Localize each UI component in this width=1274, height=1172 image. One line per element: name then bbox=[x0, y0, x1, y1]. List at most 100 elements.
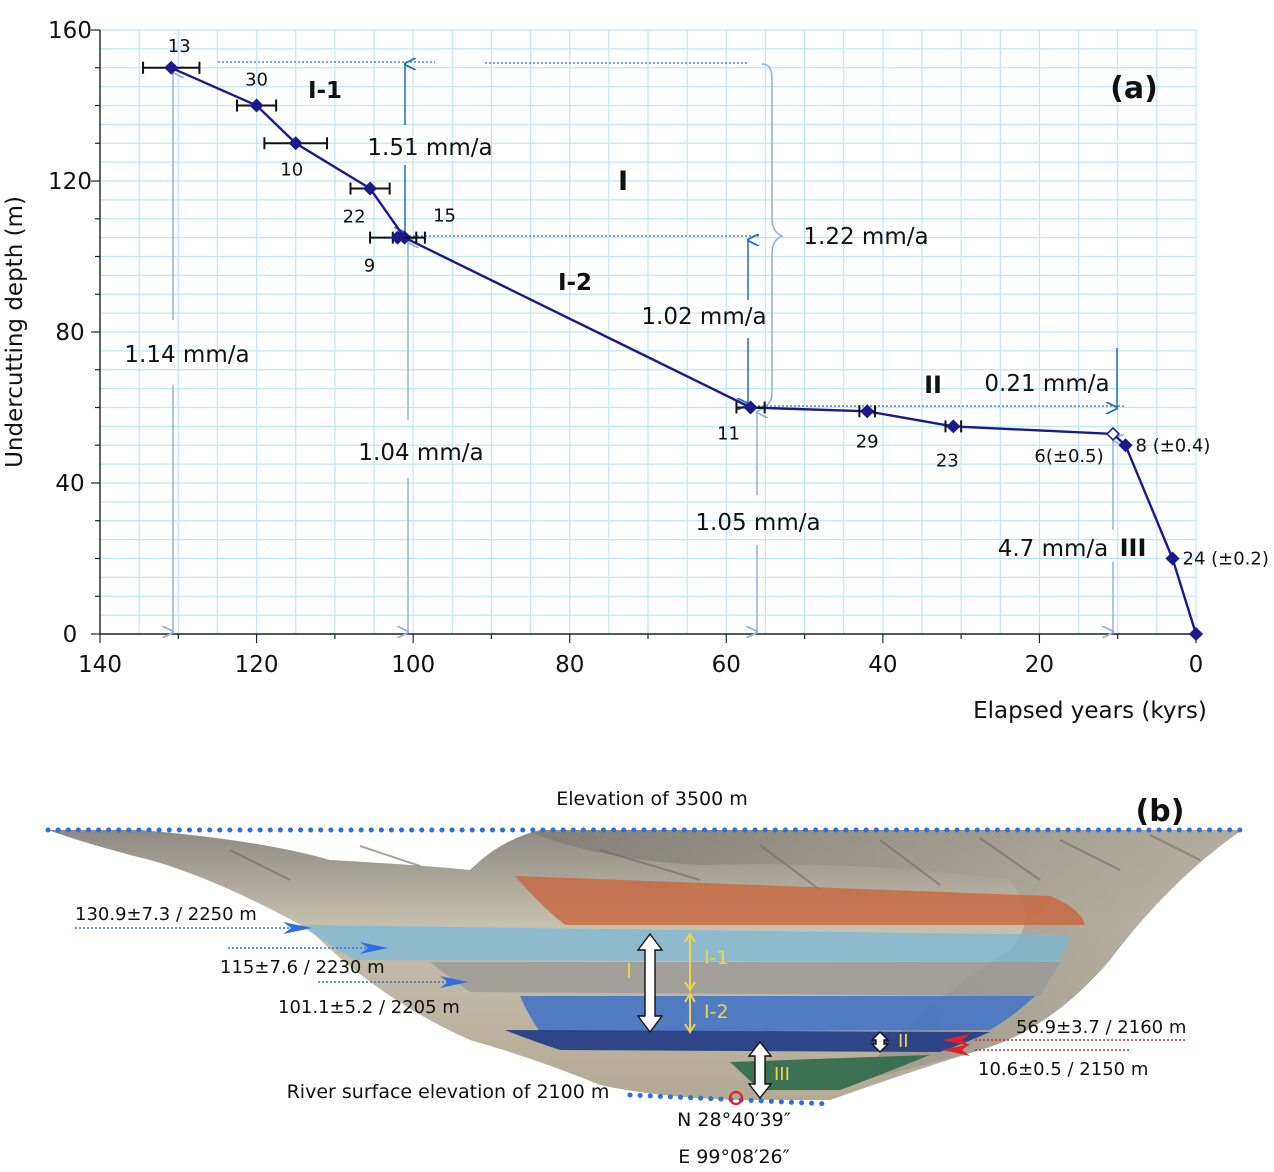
x-tick-label: 120 bbox=[235, 652, 279, 678]
layer-grey bbox=[430, 962, 1060, 996]
axis-tick-labels: 140 120 100 80 60 40 20 0 0 40 80 120 160 bbox=[48, 18, 1203, 678]
panel-a-chart: 140 120 100 80 60 40 20 0 0 40 80 120 160 Undercutti… bbox=[2, 18, 1269, 724]
data-label: 29 bbox=[856, 431, 879, 452]
panel-a-label: (a) bbox=[1110, 71, 1158, 106]
data-label: 23 bbox=[936, 450, 959, 471]
terrain-ridges bbox=[229, 834, 1201, 891]
dotted-guides bbox=[218, 61, 1125, 407]
terrace-label-106: 10.6±0.5 / 2150 m bbox=[978, 1059, 1148, 1080]
data-point bbox=[1118, 438, 1133, 453]
rate-label-021: 0.21 mm/a bbox=[984, 371, 1109, 397]
panel-b-cross-section: (b) Elevation of 3500 m 130.9±7.3 / 2250… bbox=[45, 788, 1245, 1168]
y-tick-label: 160 bbox=[48, 18, 92, 44]
data-point bbox=[1105, 426, 1121, 441]
valley-right-slope bbox=[530, 830, 1242, 1080]
data-label: 30 bbox=[245, 70, 268, 91]
data-point bbox=[860, 404, 875, 419]
arrowhead-terrace-106 bbox=[942, 1044, 970, 1056]
data-label: 6(±0.5) bbox=[1034, 446, 1103, 467]
rate-label-105: 1.05 mm/a bbox=[695, 510, 820, 536]
axis-ticks bbox=[91, 29, 1197, 643]
x-tick-label: 140 bbox=[78, 652, 122, 678]
arrowhead-terrace-115 bbox=[360, 942, 388, 954]
series-line bbox=[170, 66, 1198, 635]
double-arrow-stage-ii bbox=[870, 1031, 890, 1053]
data-label: 15 bbox=[433, 206, 456, 227]
left-terrace-arrows bbox=[75, 922, 468, 988]
stage-label-iii: III bbox=[1120, 534, 1147, 562]
y-axis-title: Undercutting depth (m) bbox=[2, 196, 28, 468]
stage-label-ii: II bbox=[924, 371, 942, 399]
x-tick-label: 40 bbox=[868, 652, 897, 678]
stage-label-i: I bbox=[618, 166, 628, 197]
terrace-label-569: 56.9±3.7 / 2160 m bbox=[1016, 1017, 1186, 1038]
yellow-arrow-i-2-bottom bbox=[684, 1023, 696, 1034]
yellow-arrow-i-1-bottom bbox=[684, 981, 696, 992]
data-label: 11 bbox=[717, 424, 740, 445]
depth-arrows-dark bbox=[405, 64, 1117, 408]
x-tick-label: 60 bbox=[712, 652, 741, 678]
section-stage-i-2: I-2 bbox=[704, 1001, 729, 1023]
data-point bbox=[1165, 551, 1180, 566]
yellow-substage-arrows bbox=[684, 932, 696, 1034]
double-arrow-stage-iii bbox=[747, 1040, 773, 1100]
x-tick-label: 0 bbox=[1189, 652, 1204, 678]
double-arrow-stage-i bbox=[636, 932, 664, 1034]
data-label: 9 bbox=[364, 256, 375, 277]
data-label: 8 (±0.4) bbox=[1136, 435, 1211, 456]
yellow-arrow-i-2-top bbox=[684, 992, 696, 1003]
sample-location-marker bbox=[728, 1090, 744, 1106]
panel-b-label: (b) bbox=[1136, 794, 1185, 829]
chart-grid bbox=[99, 29, 1197, 635]
stage-label-i-1: I-1 bbox=[308, 78, 342, 104]
section-stage-ii: II bbox=[898, 1031, 909, 1052]
layer-orange bbox=[515, 876, 1085, 925]
x-tick-label: 100 bbox=[391, 652, 435, 678]
data-series: 13 30 10 22 15 9 11 29 23 6(±0.5) 8 (±0.4) 24 (±0.2… bbox=[142, 36, 1269, 642]
data-label: 22 bbox=[343, 207, 366, 228]
arrowhead-terrace-1309 bbox=[283, 922, 312, 934]
section-stage-iii: III bbox=[774, 1064, 790, 1085]
coordinate-east: E 99°08′26″ bbox=[678, 1146, 790, 1168]
rate-label-114: 1.14 mm/a bbox=[124, 342, 249, 368]
rate-label-104: 1.04 mm/a bbox=[358, 440, 483, 466]
yellow-arrow-i-1-top bbox=[684, 932, 696, 943]
data-point bbox=[743, 400, 758, 415]
data-label: 13 bbox=[168, 36, 191, 57]
incision-arrows bbox=[636, 932, 890, 1100]
right-terrace-arrows bbox=[942, 1034, 1185, 1056]
x-tick-label: 20 bbox=[1025, 652, 1054, 678]
elevation-top-label: Elevation of 3500 m bbox=[556, 788, 748, 810]
x-tick-label: 80 bbox=[555, 652, 584, 678]
section-stage-i: I bbox=[626, 959, 632, 983]
data-point bbox=[363, 181, 378, 196]
coordinate-north: N 28°40′39″ bbox=[677, 1109, 791, 1131]
data-point bbox=[288, 136, 303, 151]
data-label: 24 (±0.2) bbox=[1183, 549, 1269, 570]
layer-blue bbox=[520, 996, 1035, 1032]
arrowhead-terrace-1011 bbox=[440, 976, 468, 988]
terrace-label-1011: 101.1±5.2 / 2205 m bbox=[278, 997, 460, 1018]
stage-label-i-2: I-2 bbox=[558, 270, 592, 296]
river-surface-label: River surface elevation of 2100 m bbox=[287, 1081, 610, 1103]
data-point bbox=[390, 230, 405, 245]
data-point bbox=[1188, 626, 1204, 642]
y-tick-label: 0 bbox=[63, 622, 78, 648]
terrace-label-1309: 130.9±7.3 / 2250 m bbox=[75, 904, 257, 925]
x-axis-title: Elapsed years (kyrs) bbox=[973, 698, 1207, 724]
depth-arrows-light bbox=[173, 72, 1113, 632]
layer-green bbox=[730, 1055, 930, 1090]
y-tick-label: 120 bbox=[48, 169, 92, 195]
brace-stage-i bbox=[761, 63, 785, 407]
rate-label-151: 1.51 mm/a bbox=[367, 135, 492, 161]
data-point bbox=[946, 419, 961, 434]
terrace-label-115: 115±7.6 / 2230 m bbox=[220, 957, 385, 978]
layer-cyan bbox=[300, 925, 1070, 962]
arrowhead-terrace-569 bbox=[942, 1034, 970, 1046]
layer-darkblue bbox=[505, 1030, 990, 1052]
y-tick-label: 40 bbox=[55, 471, 84, 497]
data-point bbox=[249, 98, 264, 113]
rate-label-102: 1.02 mm/a bbox=[641, 304, 766, 330]
section-stage-i-1: I-1 bbox=[704, 947, 729, 969]
